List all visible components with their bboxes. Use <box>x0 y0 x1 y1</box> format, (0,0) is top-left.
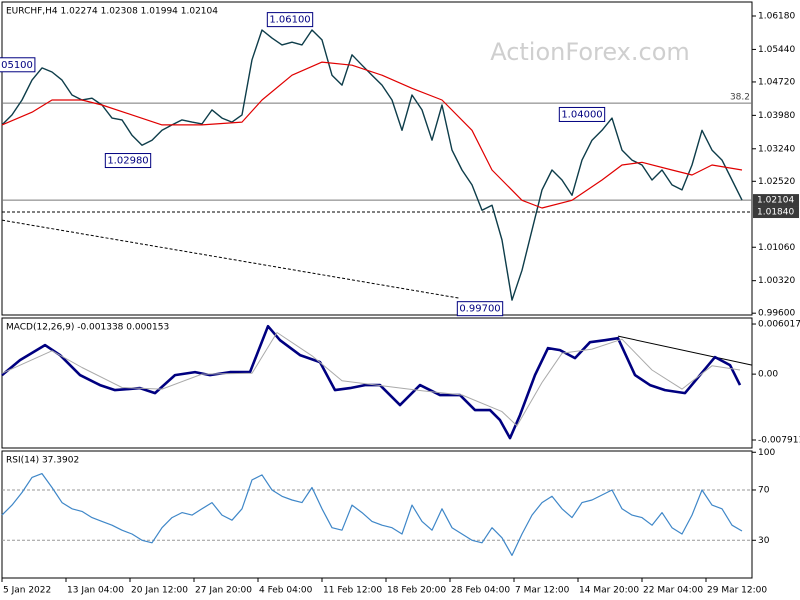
series-line <box>1 29 743 301</box>
panel-frame <box>1 450 753 579</box>
x-tick-label: 11 Feb 12:00 <box>323 586 382 596</box>
y-tick-label: 1.03240 <box>758 144 795 154</box>
x-tick-label: 22 Mar 04:00 <box>643 586 703 596</box>
y-tick-label: 1.06180 <box>758 12 795 22</box>
level-label: 1.01840 <box>757 208 794 218</box>
trendline <box>617 335 753 366</box>
annotation-box <box>558 106 606 122</box>
level-label: 38.2 <box>730 93 750 103</box>
series-line <box>1 473 743 556</box>
level-label-box <box>753 194 799 207</box>
x-tick-label: 7 Mar 12:00 <box>515 586 570 596</box>
title-bg <box>3 4 222 16</box>
y-tick-label: 30 <box>758 536 770 546</box>
y-tick-label: 1.04720 <box>758 77 795 87</box>
series-line <box>1 332 741 427</box>
x-tick-label: 20 Jan 12:00 <box>131 586 188 596</box>
y-tick-label: 70 <box>758 485 770 495</box>
title-bg <box>3 453 83 465</box>
panel-title: EURCHF,H4 1.02274 1.02308 1.01994 1.0210… <box>6 7 218 17</box>
y-tick-label: 1.01060 <box>758 243 795 253</box>
panel-frame <box>1 317 753 449</box>
y-tick-label: 1.05440 <box>758 45 795 55</box>
annotation-box <box>456 301 504 317</box>
y-tick-label: 1.03980 <box>758 111 795 121</box>
panel-title: RSI(14) 37.3902 <box>6 456 79 466</box>
x-tick-label: 27 Jan 20:00 <box>195 586 252 596</box>
annotation: 05100 <box>0 57 36 73</box>
annotation: 0.99700 <box>456 301 504 317</box>
panel-title: MACD(12,26,9) -0.001338 0.000153 <box>6 323 169 333</box>
x-tick-label: 28 Feb 04:00 <box>451 586 510 596</box>
level-label: 1.02104 <box>757 196 794 206</box>
series-line <box>1 61 743 209</box>
x-tick-label: 18 Feb 20:00 <box>387 586 446 596</box>
title-bg <box>3 320 173 332</box>
annotation-label: 0.99700 <box>459 304 500 315</box>
annotation: 1.06100 <box>266 12 314 28</box>
annotation-box <box>266 12 314 28</box>
x-tick-label: 5 Jan 2022 <box>3 586 51 596</box>
annotation-label: 1.06100 <box>269 15 310 26</box>
annotation-box <box>104 153 152 169</box>
annotation-label: 1.04000 <box>561 109 602 120</box>
x-tick-label: 14 Mar 20:00 <box>579 586 639 596</box>
annotation: 1.04000 <box>558 106 606 122</box>
y-tick-label: 1.00320 <box>758 276 795 286</box>
y-tick-label: -0.007911 <box>758 436 800 446</box>
y-tick-label: 0.006017 <box>758 320 800 330</box>
y-tick-label: 1.02520 <box>758 177 795 187</box>
series-line <box>1 324 742 440</box>
annotation-box <box>0 57 36 73</box>
annotation-label: 1.02980 <box>107 156 148 167</box>
annotation: 1.02980 <box>104 153 152 169</box>
watermark: ActionForex.com <box>490 38 690 66</box>
x-tick-label: 4 Feb 04:00 <box>259 586 313 596</box>
level-label-box <box>753 206 799 219</box>
annotation-label: 05100 <box>1 60 33 71</box>
y-tick-label: 0.00 <box>758 370 778 380</box>
trendline <box>1 219 461 299</box>
y-tick-label: 100 <box>758 448 775 458</box>
y-tick-label: 0.99600 <box>758 309 795 319</box>
x-tick-label: 29 Mar 12:00 <box>707 586 767 596</box>
x-tick-label: 13 Jan 04:00 <box>67 586 124 596</box>
